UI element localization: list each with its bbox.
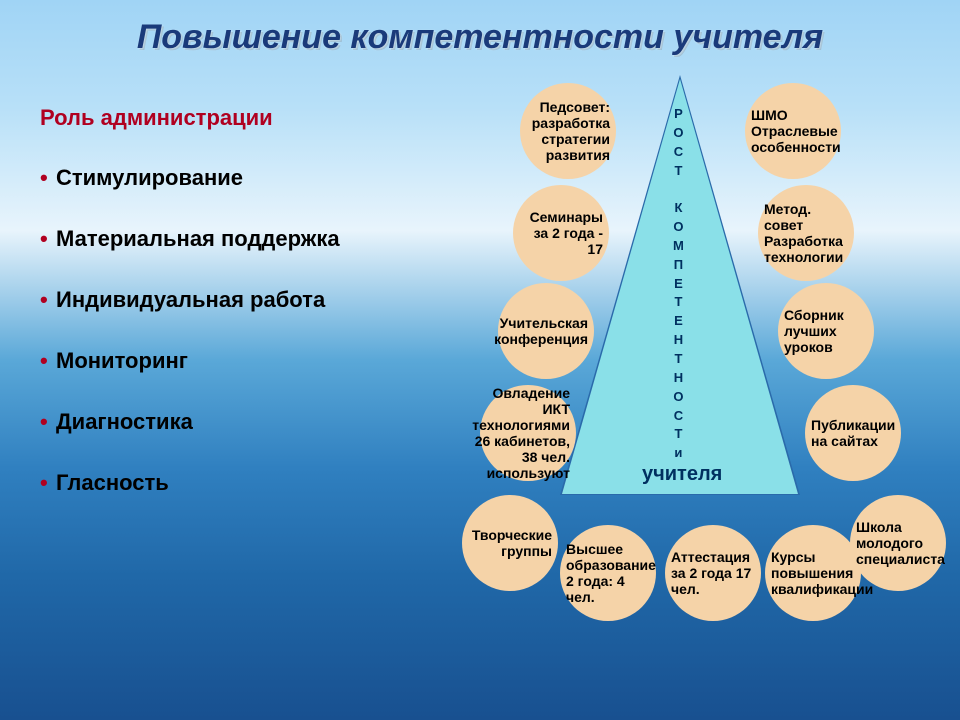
triangle-vertical-label: Р О С Т К О М П Е Т Е Н Т Н О С Т и (673, 105, 684, 463)
circle-node: Метод. совет Разработка технологии (758, 185, 854, 281)
bullet-item: Индивидуальная работа (40, 287, 340, 313)
circle-node: ШМО Отраслевые особенности (745, 83, 841, 179)
circle-node: Творческие группы (462, 495, 558, 591)
subtitle: Роль администрации (40, 105, 273, 131)
circle-node: Аттестация за 2 года 17 чел. (665, 525, 761, 621)
circle-node: Высшее образование 2 года: 4 чел. (560, 525, 656, 621)
bullet-list: Стимулирование Материальная поддержка Ин… (40, 165, 340, 531)
circle-node: Публикации на сайтах (805, 385, 901, 481)
circle-node: Сборник лучших уроков (778, 283, 874, 379)
bullet-item: Мониторинг (40, 348, 340, 374)
page-title: Повышение компетентности учителя (0, 18, 960, 57)
circle-node: Учительская конференция (498, 283, 594, 379)
circle-node: Педсовет: разработка стратегии развития (520, 83, 616, 179)
bullet-item: Стимулирование (40, 165, 340, 191)
circle-node: Семинары за 2 года - 17 (513, 185, 609, 281)
circle-node: Курсы повышения квалификации (765, 525, 861, 621)
circle-node: Школа молодого специалиста (850, 495, 946, 591)
circle-node: Овладение ИКТ технологиями 26 кабинетов,… (480, 385, 576, 481)
triangle-bottom-label: учителя (642, 463, 722, 486)
bullet-item: Гласность (40, 470, 340, 496)
bullet-item: Материальная поддержка (40, 226, 340, 252)
bullet-item: Диагностика (40, 409, 340, 435)
diagram-area: Р О С Т К О М П Е Т Е Н Т Н О С Т и учит… (420, 75, 950, 695)
